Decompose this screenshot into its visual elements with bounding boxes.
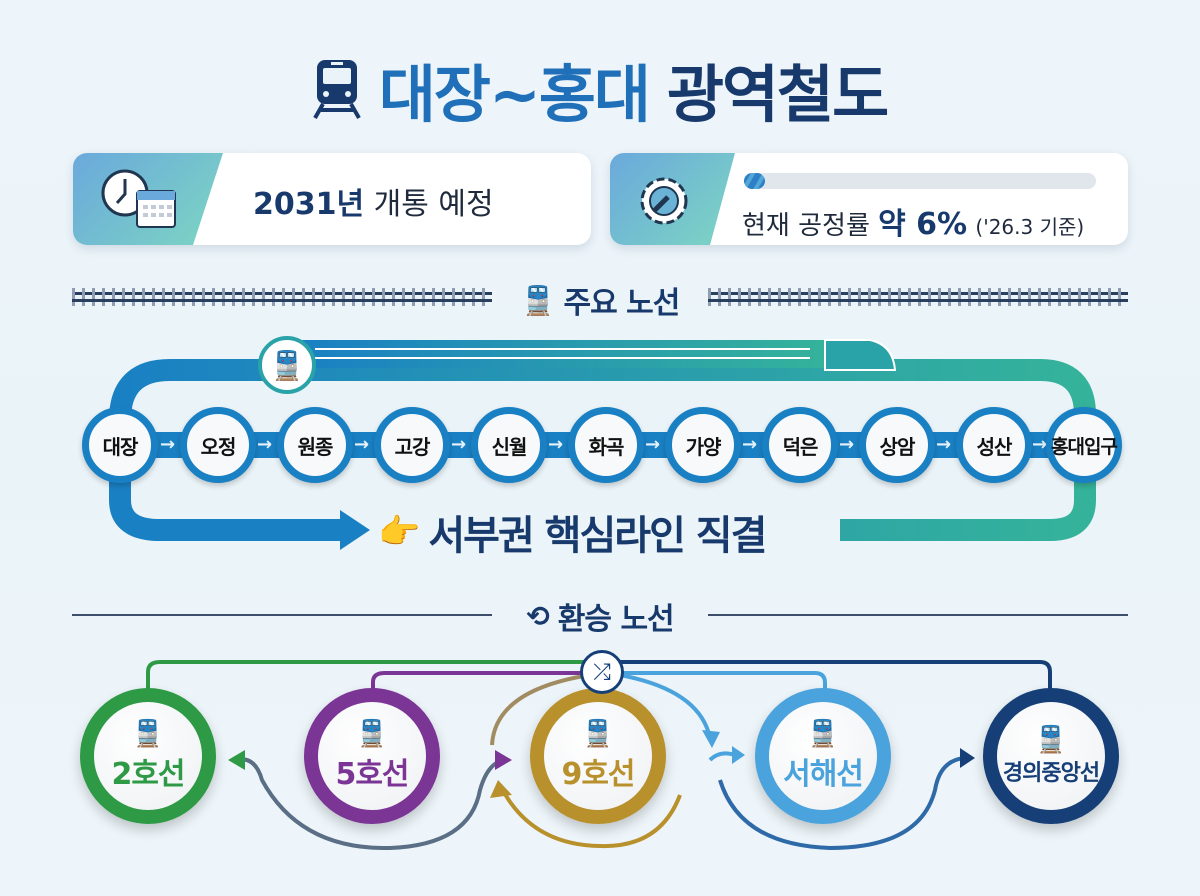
station-hwagok: 화곡 xyxy=(568,407,644,483)
arrow-icon: → xyxy=(354,434,370,455)
progress-text: 현재 공정률 약 6% ('26.3 기준) xyxy=(742,199,1084,243)
station-hongik-univ: 홍대입구 xyxy=(1046,407,1122,483)
pointing-hand-icon: 👉 xyxy=(378,512,420,552)
station-daejang: 대장 xyxy=(82,407,158,483)
progress-fill xyxy=(744,173,766,189)
station-gayang: 가양 xyxy=(665,407,741,483)
train-icon: 🚆 xyxy=(131,719,165,749)
gear-wrench-icon xyxy=(640,177,688,225)
progress-card: 현재 공정률 약 6% ('26.3 기준) xyxy=(610,153,1128,245)
progress-basis: ('26.3 기준) xyxy=(975,215,1085,239)
page-title: 대장~홍대 광역철도 xyxy=(0,44,1200,134)
title-type: 광역철도 xyxy=(666,58,889,131)
train-hub-icon: 🚆 xyxy=(258,336,316,394)
station-seongsan: 성산 xyxy=(956,407,1032,483)
arrow-icon: → xyxy=(451,434,467,455)
station-sangam: 상암 xyxy=(859,407,935,483)
station-deogeun: 덕은 xyxy=(762,407,838,483)
transfer-title: 환승 노선 xyxy=(557,602,675,637)
progress-bar xyxy=(744,173,1096,189)
line-9-circle: 🚆 9호선 xyxy=(530,688,666,824)
station-sinwol: 신월 xyxy=(471,407,547,483)
clock-calendar-icon xyxy=(101,169,176,228)
train-icon xyxy=(313,60,361,119)
line-name: 9호선 xyxy=(561,757,635,792)
station-ojeong: 오정 xyxy=(180,407,256,483)
gyeongui-jungang-line-circle: 🚆 경의중앙선 xyxy=(983,688,1119,824)
train-icon: 🚆 xyxy=(581,719,615,749)
opening-label: 개통 예정 xyxy=(373,187,494,222)
line-name: 2호선 xyxy=(111,757,185,792)
line-5-circle: 🚆 5호선 xyxy=(304,688,440,824)
opening-card: 2031년 개통 예정 xyxy=(73,153,591,245)
rail-decoration-left xyxy=(72,288,492,306)
arrow-icon: → xyxy=(839,434,855,455)
progress-value: 약 6% xyxy=(878,207,968,242)
train-icon: 🚆 xyxy=(520,283,556,317)
train-icon: 🚆 xyxy=(806,719,840,749)
arrow-icon: → xyxy=(936,434,952,455)
station-gogang: 고강 xyxy=(374,407,450,483)
rail-decoration-right xyxy=(708,288,1128,306)
opening-year: 2031년 xyxy=(253,187,365,222)
slogan-text: 서부권 핵심라인 직결 xyxy=(428,513,767,559)
train-icon: 🚆 xyxy=(355,719,389,749)
arrow-icon: → xyxy=(742,434,758,455)
title-route: 대장~홍대 xyxy=(378,58,651,131)
transfer-header: ⟲ 환승 노선 xyxy=(0,594,1200,638)
line-name: 경의중앙선 xyxy=(1002,761,1100,786)
line-name: 5호선 xyxy=(335,757,409,792)
divider-right xyxy=(708,614,1128,616)
main-route-title: 주요 노선 xyxy=(563,286,681,321)
refresh-icon: ⟲ xyxy=(526,599,550,633)
shuffle-icon: ⤮ xyxy=(580,650,624,694)
arrow-icon: → xyxy=(257,434,273,455)
opening-text: 2031년 개통 예정 xyxy=(253,179,494,223)
seohae-line-circle: 🚆 서해선 xyxy=(755,688,891,824)
line-2-circle: 🚆 2호선 xyxy=(80,688,216,824)
arrow-icon: → xyxy=(160,434,176,455)
arrow-icon: → xyxy=(548,434,564,455)
slogan: 👉 서부권 핵심라인 직결 xyxy=(378,503,767,561)
arrow-icon: → xyxy=(645,434,661,455)
divider-left xyxy=(72,614,492,616)
progress-prefix: 현재 공정률 xyxy=(742,211,870,241)
arrow-icon: → xyxy=(1032,434,1048,455)
main-route-header: 🚆 주요 노선 xyxy=(0,278,1200,322)
route-arrowhead xyxy=(340,510,370,550)
line-name: 서해선 xyxy=(783,757,864,792)
train-icon: 🚆 xyxy=(1034,725,1068,755)
station-wonjong: 원종 xyxy=(277,407,353,483)
